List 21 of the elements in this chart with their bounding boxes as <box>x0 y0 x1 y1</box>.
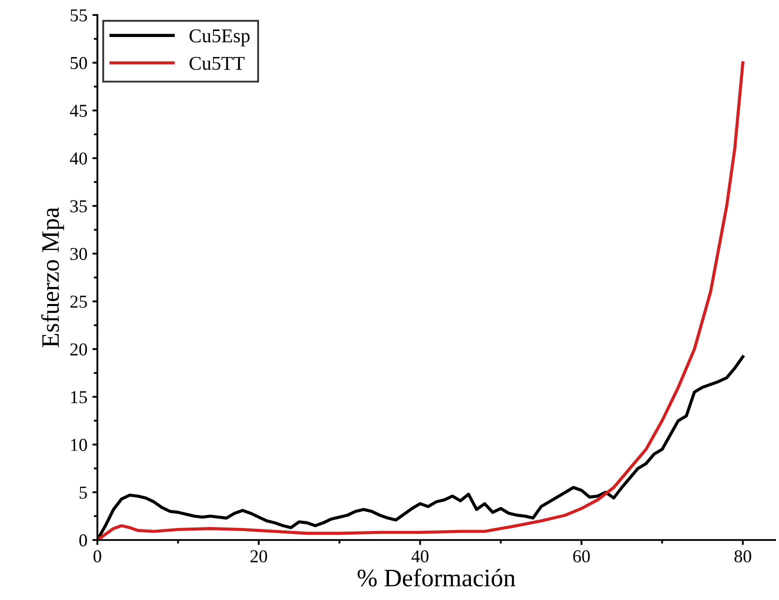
y-tick-label: 25 <box>70 296 87 308</box>
x-tick-label: 40 <box>411 550 428 562</box>
y-tick-label: 35 <box>70 200 87 212</box>
y-tick-label: 15 <box>71 391 87 404</box>
y-axis-title: Esfuerzo Mpa <box>41 207 64 348</box>
x-tick-label: 0 <box>94 550 102 562</box>
y-tick-label: 50 <box>70 56 87 70</box>
x-axis-title: % Deformación <box>358 568 516 587</box>
y-tick-label: 10 <box>71 438 87 451</box>
y-tick-label: 0 <box>79 534 87 546</box>
legend-label: Cu5TT <box>190 56 245 70</box>
y-tick-label: 55 <box>70 9 87 22</box>
y-tick-label: 40 <box>70 152 87 165</box>
legend-label: Cu5Esp <box>190 29 250 46</box>
x-tick-label: 80 <box>734 550 752 562</box>
y-tick-label: 5 <box>80 486 87 499</box>
y-tick-label: 30 <box>70 248 87 260</box>
x-tick-label: 20 <box>250 550 268 562</box>
y-tick-label: 20 <box>70 343 87 356</box>
x-tick-label: 60 <box>573 550 590 562</box>
y-tick-label: 45 <box>70 104 87 117</box>
